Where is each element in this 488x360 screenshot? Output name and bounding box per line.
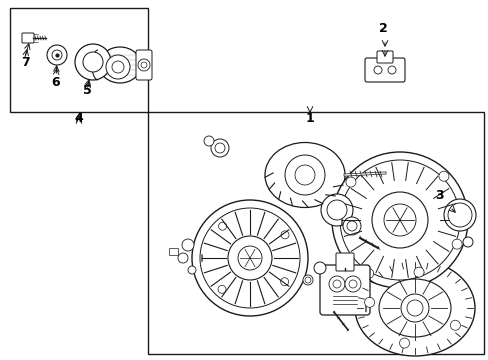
Circle shape bbox=[373, 66, 381, 74]
Circle shape bbox=[285, 155, 325, 195]
Circle shape bbox=[210, 139, 228, 157]
Circle shape bbox=[203, 136, 214, 146]
Circle shape bbox=[187, 266, 196, 274]
Circle shape bbox=[218, 285, 225, 293]
Circle shape bbox=[52, 50, 62, 60]
Circle shape bbox=[438, 171, 448, 181]
FancyBboxPatch shape bbox=[376, 51, 392, 63]
Circle shape bbox=[192, 200, 307, 316]
Circle shape bbox=[462, 237, 472, 247]
FancyBboxPatch shape bbox=[169, 248, 178, 256]
Circle shape bbox=[313, 262, 325, 274]
Circle shape bbox=[342, 217, 360, 235]
Text: 4: 4 bbox=[75, 112, 83, 125]
Circle shape bbox=[326, 200, 346, 220]
FancyBboxPatch shape bbox=[319, 265, 369, 315]
Circle shape bbox=[345, 177, 355, 187]
Circle shape bbox=[320, 194, 352, 226]
Circle shape bbox=[363, 269, 373, 279]
Circle shape bbox=[182, 239, 194, 251]
FancyBboxPatch shape bbox=[364, 58, 404, 82]
Circle shape bbox=[218, 222, 226, 230]
Circle shape bbox=[200, 208, 299, 308]
Circle shape bbox=[346, 221, 356, 231]
Circle shape bbox=[83, 52, 103, 72]
Ellipse shape bbox=[99, 47, 141, 83]
Circle shape bbox=[106, 55, 130, 79]
Circle shape bbox=[451, 239, 461, 249]
Circle shape bbox=[112, 61, 124, 73]
Bar bbox=[10, 8, 148, 112]
Circle shape bbox=[345, 276, 360, 292]
Circle shape bbox=[141, 62, 147, 68]
FancyBboxPatch shape bbox=[335, 253, 353, 271]
Circle shape bbox=[238, 246, 262, 270]
Circle shape bbox=[328, 276, 345, 292]
Circle shape bbox=[449, 320, 459, 330]
Circle shape bbox=[387, 66, 395, 74]
Circle shape bbox=[227, 236, 271, 280]
Ellipse shape bbox=[264, 143, 345, 207]
Circle shape bbox=[371, 192, 427, 248]
FancyBboxPatch shape bbox=[22, 33, 34, 43]
Circle shape bbox=[47, 45, 67, 65]
Circle shape bbox=[413, 267, 423, 277]
Ellipse shape bbox=[354, 260, 474, 356]
Text: 3: 3 bbox=[435, 189, 444, 202]
Circle shape bbox=[138, 59, 150, 71]
FancyBboxPatch shape bbox=[136, 50, 152, 80]
Circle shape bbox=[332, 280, 340, 288]
Circle shape bbox=[305, 277, 310, 283]
Text: 5: 5 bbox=[82, 84, 91, 96]
Circle shape bbox=[75, 44, 111, 80]
Circle shape bbox=[178, 253, 187, 263]
Text: 2: 2 bbox=[378, 22, 386, 35]
Circle shape bbox=[383, 204, 415, 236]
Text: 6: 6 bbox=[52, 76, 60, 89]
Bar bbox=[148, 112, 483, 354]
Circle shape bbox=[399, 338, 409, 348]
Circle shape bbox=[215, 143, 224, 153]
Circle shape bbox=[339, 160, 459, 280]
Circle shape bbox=[406, 300, 422, 316]
Ellipse shape bbox=[378, 279, 450, 337]
Circle shape bbox=[294, 165, 314, 185]
Circle shape bbox=[303, 275, 312, 285]
Circle shape bbox=[400, 294, 428, 322]
Circle shape bbox=[364, 297, 374, 307]
Circle shape bbox=[281, 231, 288, 239]
Text: 1: 1 bbox=[305, 112, 314, 125]
Circle shape bbox=[447, 203, 471, 227]
Circle shape bbox=[443, 199, 475, 231]
Circle shape bbox=[348, 280, 356, 288]
Circle shape bbox=[280, 278, 288, 286]
Circle shape bbox=[331, 152, 467, 288]
Text: 7: 7 bbox=[20, 55, 29, 68]
